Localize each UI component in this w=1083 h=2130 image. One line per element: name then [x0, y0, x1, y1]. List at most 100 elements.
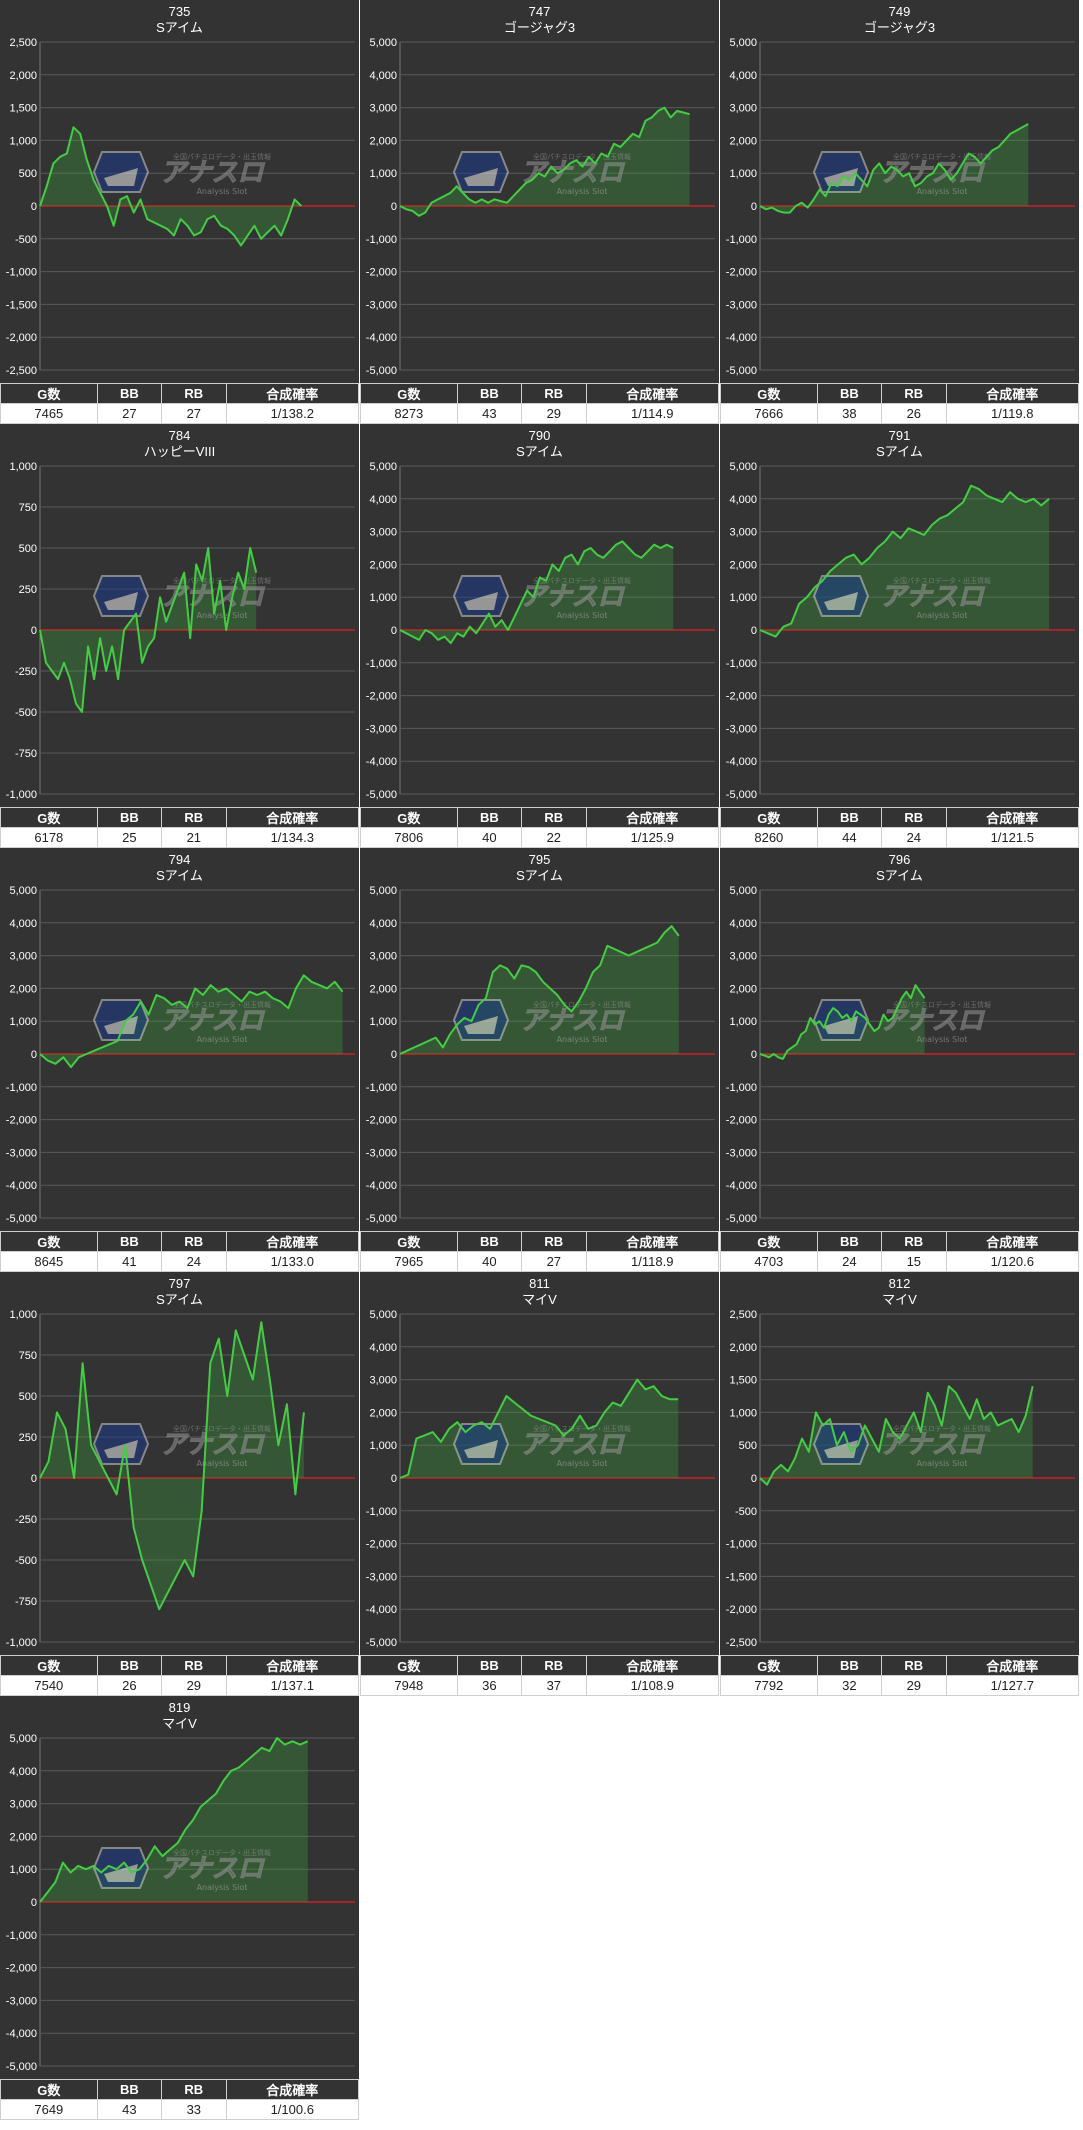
stats-header-cell: G数 [360, 807, 458, 828]
stats-value-cell: 1/118.9 [585, 1251, 720, 1272]
stats-table: G数 BB RB 合成確率 8260 44 24 1/121.5 [720, 807, 1080, 848]
stats-value-cell: 1/108.9 [585, 1675, 720, 1696]
y-tick-label: 1,500 [729, 1375, 757, 1387]
stats-header-cell: 合成確率 [585, 1655, 720, 1676]
chart-heading: 735 Sアイム [0, 4, 359, 36]
y-tick-label: -250 [15, 666, 37, 678]
stats-header-row: G数 BB RB 合成確率 [0, 2079, 360, 2100]
stats-header-cell: RB [881, 1231, 947, 1252]
y-tick-label: 0 [751, 1049, 757, 1061]
stats-value-cell: 7666 [720, 403, 818, 424]
stats-table: G数 BB RB 合成確率 4703 24 15 1/120.6 [720, 1231, 1080, 1272]
stats-header-row: G数 BB RB 合成確率 [360, 1655, 720, 1676]
stats-value-cell: 7792 [720, 1675, 818, 1696]
y-tick-label: 0 [31, 625, 37, 637]
y-tick-label: 2,500 [9, 37, 37, 49]
y-tick-label: 4,000 [369, 494, 397, 506]
y-tick-label: 500 [19, 1391, 37, 1403]
watermark-subtitle: Analysis Slot [197, 1883, 248, 1892]
stats-header-cell: BB [96, 1231, 163, 1252]
stats-value-row: 7792 32 29 1/127.7 [720, 1675, 1080, 1696]
stats-header-cell: BB [456, 807, 523, 828]
y-tick-label: -2,000 [366, 267, 397, 279]
y-tick-label: -4,000 [726, 1180, 757, 1192]
watermark-subtitle: Analysis Slot [557, 1459, 608, 1468]
y-tick-label: 5,000 [369, 885, 397, 897]
watermark-logo-text: アナスロ [160, 1006, 265, 1036]
y-tick-label: 4,000 [369, 70, 397, 82]
y-tick-label: -1,000 [726, 658, 757, 670]
stats-value-cell: 26 [96, 1675, 163, 1696]
y-tick-label: 1,000 [729, 1016, 757, 1028]
y-tick-label: 2,000 [729, 1342, 757, 1354]
stats-value-cell: 27 [161, 403, 227, 424]
y-tick-label: -2,000 [6, 1115, 37, 1127]
watermark-tagline: 全国パチスロデータ・出玉情報 [173, 1848, 271, 1857]
watermark-logo-text: アナスロ [160, 1430, 265, 1460]
machine-number: 794 [168, 852, 191, 867]
series-line [759, 1385, 1034, 1486]
y-tick-label: 500 [739, 1440, 757, 1452]
machine-number: 795 [528, 852, 551, 867]
y-tick-label: 2,000 [9, 70, 37, 82]
stats-header-cell: 合成確率 [585, 1231, 720, 1252]
series-line [759, 123, 1029, 214]
y-tick-label: 3,000 [369, 527, 397, 539]
y-tick-label: 4,000 [369, 1342, 397, 1354]
watermark-tagline: 全国パチスロデータ・出玉情報 [173, 1000, 271, 1009]
watermark-subtitle: Analysis Slot [917, 1459, 968, 1468]
machine-name: マイV [522, 1292, 557, 1307]
stats-value-cell: 1/133.0 [225, 1251, 360, 1272]
stats-header-cell: RB [161, 1231, 227, 1252]
line-chart-svg: 5,000 4,000 3,000 2,000 1,000 0 -1,000 -2,000 -3… [6, 1733, 355, 2073]
y-tick-label: 1,000 [369, 168, 397, 180]
series-line [39, 126, 303, 247]
machine-name: Sアイム [876, 444, 923, 459]
y-tick-label: -2,000 [726, 1115, 757, 1127]
stats-header-cell: BB [96, 383, 163, 404]
stats-header-cell: RB [881, 807, 947, 828]
chart-area: 811 マイV 5,000 4,000 3,000 2,000 1,000 0 -1,000 -2… [360, 1272, 719, 1655]
y-tick-label: 500 [19, 168, 37, 180]
machine-name: ハッピーVIII [143, 444, 216, 459]
watermark-tagline: 全国パチスロデータ・出玉情報 [893, 1424, 991, 1433]
chart-area: 796 Sアイム 5,000 4,000 3,000 2,000 1,000 0 -1,000-… [720, 848, 1079, 1231]
y-tick-label: -500 [15, 707, 37, 719]
y-tick-label: -2,000 [366, 1539, 397, 1551]
y-tick-label: 0 [391, 1049, 397, 1061]
stats-header-cell: BB [456, 1655, 523, 1676]
y-tick-label: 3,000 [729, 951, 757, 963]
y-tick-label: 0 [31, 1897, 37, 1909]
y-tick-label: 0 [391, 1473, 397, 1485]
line-chart-svg: 2,500 2,000 1,500 1,000 500 0 -500 -1,000 -1,500… [726, 1309, 1075, 1649]
stats-header-row: G数 BB RB 合成確率 [0, 807, 360, 828]
line-chart-svg: 5,000 4,000 3,000 2,000 1,000 0 -1,000 -2,000 -3… [366, 37, 715, 377]
stats-value-cell: 15 [881, 1251, 947, 1272]
watermark-tagline: 全国パチスロデータ・出玉情報 [533, 1424, 631, 1433]
area-fill [40, 127, 302, 246]
stats-value-cell: 24 [161, 1251, 227, 1272]
y-tick-label: 2,000 [369, 1407, 397, 1419]
stats-value-cell: 43 [456, 403, 523, 424]
area-fill [40, 548, 257, 712]
y-tick-label: 250 [19, 584, 37, 596]
y-tick-label: 5,000 [369, 461, 397, 473]
stats-value-cell: 7806 [360, 827, 458, 848]
y-tick-label: -750 [15, 748, 37, 760]
stats-header-cell: G数 [720, 383, 818, 404]
series-line [39, 547, 258, 713]
chart-area: 747 ゴージャグ3 5,000 4,000 3,000 2,000 1,000 0 -1,00… [360, 0, 719, 383]
watermark-subtitle: Analysis Slot [197, 1035, 248, 1044]
stats-header-cell: 合成確率 [225, 383, 360, 404]
y-tick-label: 2,000 [729, 559, 757, 571]
stats-value-cell: 6178 [0, 827, 98, 848]
chart-heading: 749 ゴージャグ3 [720, 4, 1079, 36]
machine-name: ゴージャグ3 [863, 20, 936, 35]
stats-value-cell: 36 [456, 1675, 523, 1696]
y-tick-label: -1,000 [726, 1082, 757, 1094]
watermark-logo-text: アナスロ [520, 582, 625, 612]
series-line [399, 1378, 679, 1479]
stats-table: G数 BB RB 合成確率 7965 40 27 1/118.9 [360, 1231, 720, 1272]
